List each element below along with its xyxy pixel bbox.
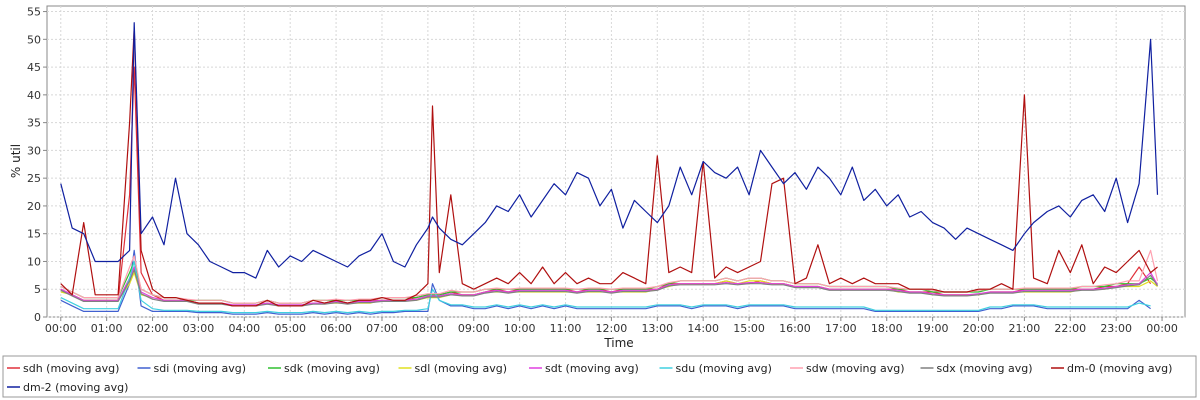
x-tick-label: 12:00 [596, 322, 628, 335]
x-axis-ticks: 00:00 01:00 02:00 03:00 04:00 05:00 06:00 07:00… [45, 317, 1178, 335]
x-tick-label: 09:00 [458, 322, 490, 335]
y-axis-title: % util [9, 144, 23, 178]
x-tick-label: 13:00 [641, 322, 673, 335]
legend-label-sdx: sdx (moving avg) [937, 362, 1033, 375]
y-tick-label: 35 [27, 117, 41, 130]
x-tick-label: 21:00 [1009, 322, 1041, 335]
y-tick-label: 40 [27, 89, 41, 102]
x-tick-label: 08:00 [412, 322, 444, 335]
y-tick-label: 15 [27, 228, 41, 241]
y-tick-label: 50 [27, 33, 41, 46]
x-tick-label: 02:00 [137, 322, 169, 335]
x-axis-title: Time [603, 336, 633, 350]
legend-label-dm-0: dm-0 (moving avg) [1067, 362, 1172, 375]
y-tick-label: 45 [27, 61, 41, 74]
plot-area [46, 5, 1186, 318]
series-line-dm-2 [60, 22, 1159, 279]
legend [2, 355, 1197, 398]
x-tick-label: 17:00 [825, 322, 857, 335]
legend-items: sdh (moving avg) sdi (moving avg) sdk (mov… [7, 362, 1172, 394]
legend-label-sdu: sdu (moving avg) [676, 362, 772, 375]
legend-label-sdw: sdw (moving avg) [806, 362, 904, 375]
x-tick-label: 05:00 [274, 322, 306, 335]
y-tick-label: 0 [34, 311, 41, 324]
x-tick-label: 15:00 [733, 322, 765, 335]
y-tick-label: 30 [27, 144, 41, 157]
legend-label-sdt: sdt (moving avg) [545, 362, 639, 375]
x-tick-label: 11:00 [550, 322, 582, 335]
series-line-sdi [60, 249, 1151, 315]
series-line-sdt [60, 266, 1159, 306]
y-tick-label: 5 [34, 283, 41, 296]
series-line-sdu [60, 260, 1151, 314]
x-tick-label: 23:00 [1100, 322, 1132, 335]
legend-label-sdh: sdh (moving avg) [23, 362, 119, 375]
x-tick-label: 20:00 [963, 322, 995, 335]
y-tick-label: 10 [27, 255, 41, 268]
x-tick-label: 14:00 [687, 322, 719, 335]
x-tick-label: 07:00 [366, 322, 398, 335]
legend-label-sdi: sdi (moving avg) [154, 362, 247, 375]
x-tick-label: 10:00 [504, 322, 536, 335]
legend-label-sdk: sdk (moving avg) [284, 362, 380, 375]
y-axis-ticks: 0 5 10 15 20 25 30 35 40 45 50 55 [27, 6, 47, 324]
x-tick-label: 03:00 [183, 322, 215, 335]
x-tick-label: 01:00 [91, 322, 123, 335]
series-line-sdw [60, 249, 1159, 304]
x-tick-label: 04:00 [228, 322, 260, 335]
x-tick-label: 06:00 [320, 322, 352, 335]
y-tick-label: 25 [27, 172, 41, 185]
grid [47, 6, 1185, 318]
y-tick-label: 20 [27, 200, 41, 213]
x-tick-label: 19:00 [917, 322, 949, 335]
x-tick-label: 00:00 [45, 322, 77, 335]
x-tick-label: 22:00 [1054, 322, 1086, 335]
x-tick-label: 16:00 [779, 322, 811, 335]
series-line-dm-0 [60, 27, 1158, 307]
x-tick-label: 00:00 [1146, 322, 1178, 335]
series-lines [60, 22, 1159, 315]
legend-label-dm-2: dm-2 (moving avg) [23, 381, 128, 394]
y-tick-label: 55 [27, 6, 41, 19]
x-tick-label: 18:00 [871, 322, 903, 335]
legend-label-sdl: sdl (moving avg) [415, 362, 508, 375]
